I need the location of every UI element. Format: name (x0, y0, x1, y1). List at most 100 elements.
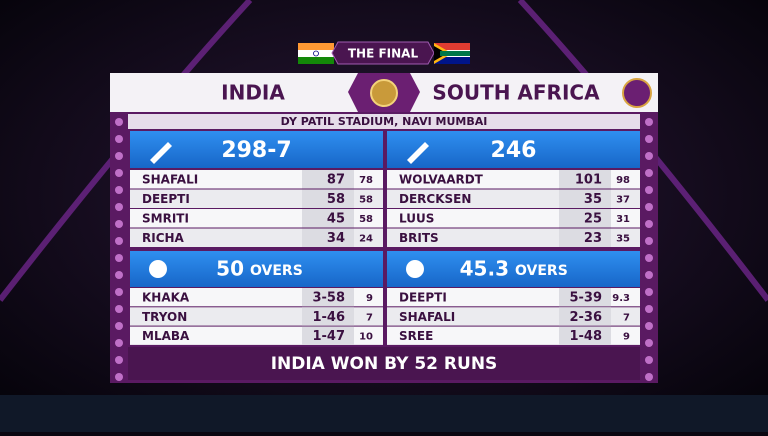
pattern-dot (645, 322, 653, 330)
pattern-dot (645, 203, 653, 211)
overs: 45.3 (460, 257, 509, 281)
pattern-dot (645, 339, 653, 347)
pattern-dot (115, 152, 123, 160)
bowler-figures: 2-36 (569, 310, 602, 325)
batter-name: DEEPTI (142, 192, 190, 206)
crowd (0, 395, 768, 432)
overs-bar (130, 251, 383, 287)
pattern-dot (645, 305, 653, 313)
overs-label: OVERS (515, 263, 568, 279)
pattern-dot (645, 288, 653, 296)
batter-runs: 35 (584, 192, 602, 207)
batter-balls: 98 (616, 175, 630, 186)
batter-name: SMRITI (142, 212, 189, 226)
pattern-dot (645, 271, 653, 279)
bowler-name: SREE (399, 329, 433, 343)
bowler-overs: 7 (366, 312, 373, 323)
pattern-dot (115, 288, 123, 296)
bowler-figures: 1-46 (312, 310, 345, 325)
bowler-figures: 5-39 (569, 291, 602, 306)
pattern-dot (115, 169, 123, 177)
bowler-overs: 9 (623, 332, 630, 343)
bowler-name: TRYON (142, 310, 187, 324)
batter-runs: 101 (575, 173, 602, 188)
event-logo (622, 78, 652, 108)
final-tag (331, 41, 435, 65)
batter-balls: 78 (359, 175, 373, 186)
ball-icon (406, 260, 424, 278)
pattern-dot (115, 339, 123, 347)
result: INDIA WON BY 52 RUNS (271, 354, 498, 374)
runs-cell (302, 170, 354, 189)
runs-cell (559, 228, 611, 247)
figures-cell (559, 288, 611, 307)
pattern-dot (645, 237, 653, 245)
pattern-dot (645, 186, 653, 194)
batter-balls: 37 (616, 195, 630, 206)
pattern-dot (115, 203, 123, 211)
batter-runs: 23 (584, 231, 602, 246)
bowler-figures: 1-47 (312, 329, 345, 344)
score: 246 (491, 138, 537, 163)
pattern-dot (645, 220, 653, 228)
batter-name: SHAFALI (142, 173, 198, 187)
batter-runs: 58 (327, 192, 345, 207)
overs-bar (387, 251, 640, 287)
team-left: INDIA (221, 81, 285, 105)
pattern-dot (115, 373, 123, 381)
south-africa-flag (434, 43, 470, 64)
figures-cell (302, 288, 354, 307)
pattern-dot (645, 169, 653, 177)
batter-name: RICHA (142, 231, 185, 245)
bowler-figures: 1-48 (569, 329, 602, 344)
ball-icon (149, 260, 167, 278)
pattern-dot (645, 152, 653, 160)
batter-balls: 35 (616, 234, 630, 245)
batter-balls: 24 (359, 234, 373, 245)
result-bar (128, 347, 640, 380)
icc-logo (370, 79, 398, 107)
batter-runs: 45 (327, 212, 345, 227)
batter-runs: 34 (327, 231, 345, 246)
bowler-overs: 9.3 (612, 293, 630, 304)
figures-cell (559, 307, 611, 326)
batter-name: LUUS (399, 212, 434, 226)
batter-balls: 58 (359, 195, 373, 206)
pattern-dot (115, 254, 123, 262)
final-label: THE FINAL (348, 47, 419, 61)
batter-runs: 87 (327, 173, 345, 188)
runs-cell (559, 189, 611, 208)
bowler-name: KHAKA (142, 291, 190, 305)
pattern-dot (645, 356, 653, 364)
pattern-dot (115, 186, 123, 194)
bowler-overs: 7 (623, 312, 630, 323)
batter-balls: 58 (359, 214, 373, 225)
batter-balls: 31 (616, 214, 630, 225)
score: 298-7 (221, 138, 291, 163)
overs-label: OVERS (250, 263, 303, 279)
pattern-dot (115, 322, 123, 330)
batter-runs: 25 (584, 212, 602, 227)
bowler-name: SHAFALI (399, 310, 455, 324)
figures-cell (302, 307, 354, 326)
pattern-dot (115, 356, 123, 364)
pattern-dot (645, 373, 653, 381)
pattern-dot (645, 118, 653, 126)
pattern-dot (115, 118, 123, 126)
pattern-dot (115, 237, 123, 245)
pattern-dot (115, 220, 123, 228)
bat-icon (150, 142, 172, 164)
batter-name: WOLVAARDT (399, 173, 484, 187)
batter-name: DERCKSEN (399, 192, 471, 206)
bowler-overs: 9 (366, 293, 373, 304)
pattern-dot (115, 271, 123, 279)
batter-name: BRITS (399, 231, 439, 245)
bowler-figures: 3-58 (312, 291, 345, 306)
runs-cell (302, 209, 354, 228)
pattern-dot (115, 135, 123, 143)
figures-cell (302, 326, 354, 345)
bowler-name: MLABA (142, 329, 190, 343)
score-bar (130, 131, 383, 168)
runs-cell (559, 209, 611, 228)
